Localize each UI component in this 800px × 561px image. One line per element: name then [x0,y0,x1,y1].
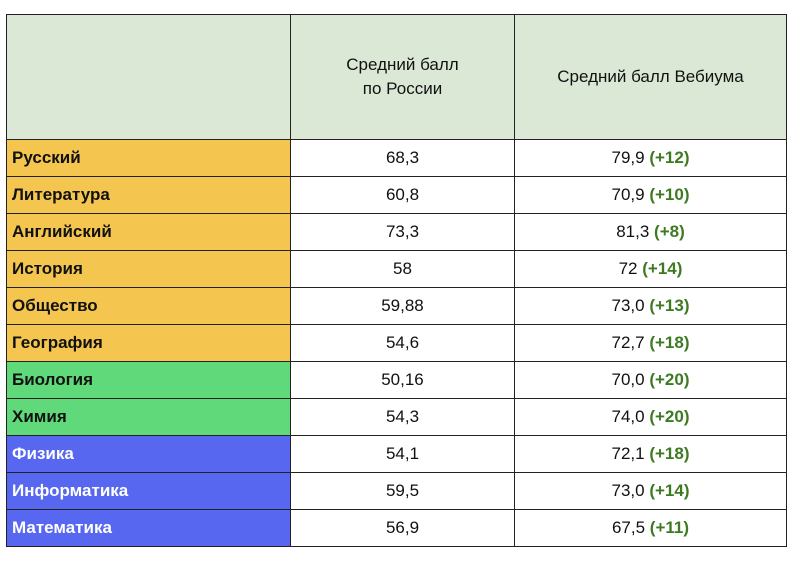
vebium-average-cell: 67,5 (+11) [514,509,787,547]
subject-cell: Химия [6,398,291,436]
table-body: Русский 68,3 79,9 (+12) Литература 60,8 70,9 … [6,139,787,547]
vebium-average-value: 81,3 [616,222,650,241]
score-difference-badge: (+20) [649,407,690,426]
vebium-average-cell: 70,9 (+10) [514,176,787,214]
table-row: Русский 68,3 79,9 (+12) [6,139,787,177]
russia-average-cell: 58 [290,250,515,288]
vebium-average-value: 72 [618,259,638,278]
russia-average-cell: 54,3 [290,398,515,436]
russia-average-cell: 54,1 [290,435,515,473]
vebium-average-value: 72,1 [611,444,645,463]
vebium-average-cell: 73,0 (+14) [514,472,787,510]
vebium-average-value: 73,0 [611,296,645,315]
russia-average-cell: 56,9 [290,509,515,547]
vebium-average-cell: 81,3 (+8) [514,213,787,251]
vebium-average-value: 70,0 [611,370,645,389]
russia-average-cell: 68,3 [290,139,515,177]
table-row: Информатика 59,5 73,0 (+14) [6,472,787,510]
subject-cell: География [6,324,291,362]
vebium-average-value: 70,9 [611,185,645,204]
russia-average-cell: 50,16 [290,361,515,399]
vebium-average-cell: 74,0 (+20) [514,398,787,436]
score-difference-badge: (+14) [642,259,683,278]
vebium-average-value: 72,7 [611,333,645,352]
vebium-average-cell: 79,9 (+12) [514,139,787,177]
table-header: Средний балл по России Средний балл Веби… [6,14,787,140]
header-russia-line2: по России [362,79,443,98]
russia-average-cell: 59,5 [290,472,515,510]
vebium-average-value: 73,0 [611,481,645,500]
table-row: История 58 72 (+14) [6,250,787,288]
score-difference-badge: (+10) [649,185,690,204]
russia-average-cell: 59,88 [290,287,515,325]
subject-cell: Английский [6,213,291,251]
score-difference-badge: (+12) [649,148,690,167]
score-difference-badge: (+18) [649,333,690,352]
header-row: Средний балл по России Средний балл Веби… [6,14,787,140]
table-row: Литература 60,8 70,9 (+10) [6,176,787,214]
vebium-average-value: 67,5 [611,518,646,537]
header-vebium-average: Средний балл Вебиума [514,14,787,140]
vebium-average-value: 79,9 [611,148,645,167]
vebium-average-cell: 72,1 (+18) [514,435,787,473]
table-row: География 54,6 72,7 (+18) [6,324,787,362]
vebium-average-value: 74,0 [611,407,645,426]
vebium-average-cell: 70,0 (+20) [514,361,787,399]
score-difference-badge: (+11) [649,518,690,537]
table-row: Общество 59,88 73,0 (+13) [6,287,787,325]
subject-cell: Литература [6,176,291,214]
table-row: Математика 56,9 67,5 (+11) [6,509,787,547]
score-difference-badge: (+8) [654,222,685,241]
russia-average-cell: 60,8 [290,176,515,214]
vebium-average-cell: 72 (+14) [514,250,787,288]
table-row: Английский 73,3 81,3 (+8) [6,213,787,251]
vebium-average-cell: 73,0 (+13) [514,287,787,325]
subject-cell: Физика [6,435,291,473]
table-row: Биология 50,16 70,0 (+20) [6,361,787,399]
score-difference-badge: (+14) [649,481,690,500]
score-difference-badge: (+20) [649,370,690,389]
subject-cell: Русский [6,139,291,177]
subject-cell: История [6,250,291,288]
scores-table-container: Средний балл по России Средний балл Веби… [6,14,787,547]
vebium-average-cell: 72,7 (+18) [514,324,787,362]
table-row: Химия 54,3 74,0 (+20) [6,398,787,436]
score-difference-badge: (+18) [649,444,690,463]
table-row: Физика 54,1 72,1 (+18) [6,435,787,473]
header-subject-cell [6,14,291,140]
subject-cell: Общество [6,287,291,325]
russia-average-cell: 73,3 [290,213,515,251]
russia-average-cell: 54,6 [290,324,515,362]
subject-cell: Математика [6,509,291,547]
subject-cell: Информатика [6,472,291,510]
score-difference-badge: (+13) [649,296,690,315]
header-russia-average: Средний балл по России [290,14,515,140]
header-russia-line1: Средний балл [346,55,459,74]
subject-cell: Биология [6,361,291,399]
scores-table: Средний балл по России Средний балл Веби… [6,14,787,547]
